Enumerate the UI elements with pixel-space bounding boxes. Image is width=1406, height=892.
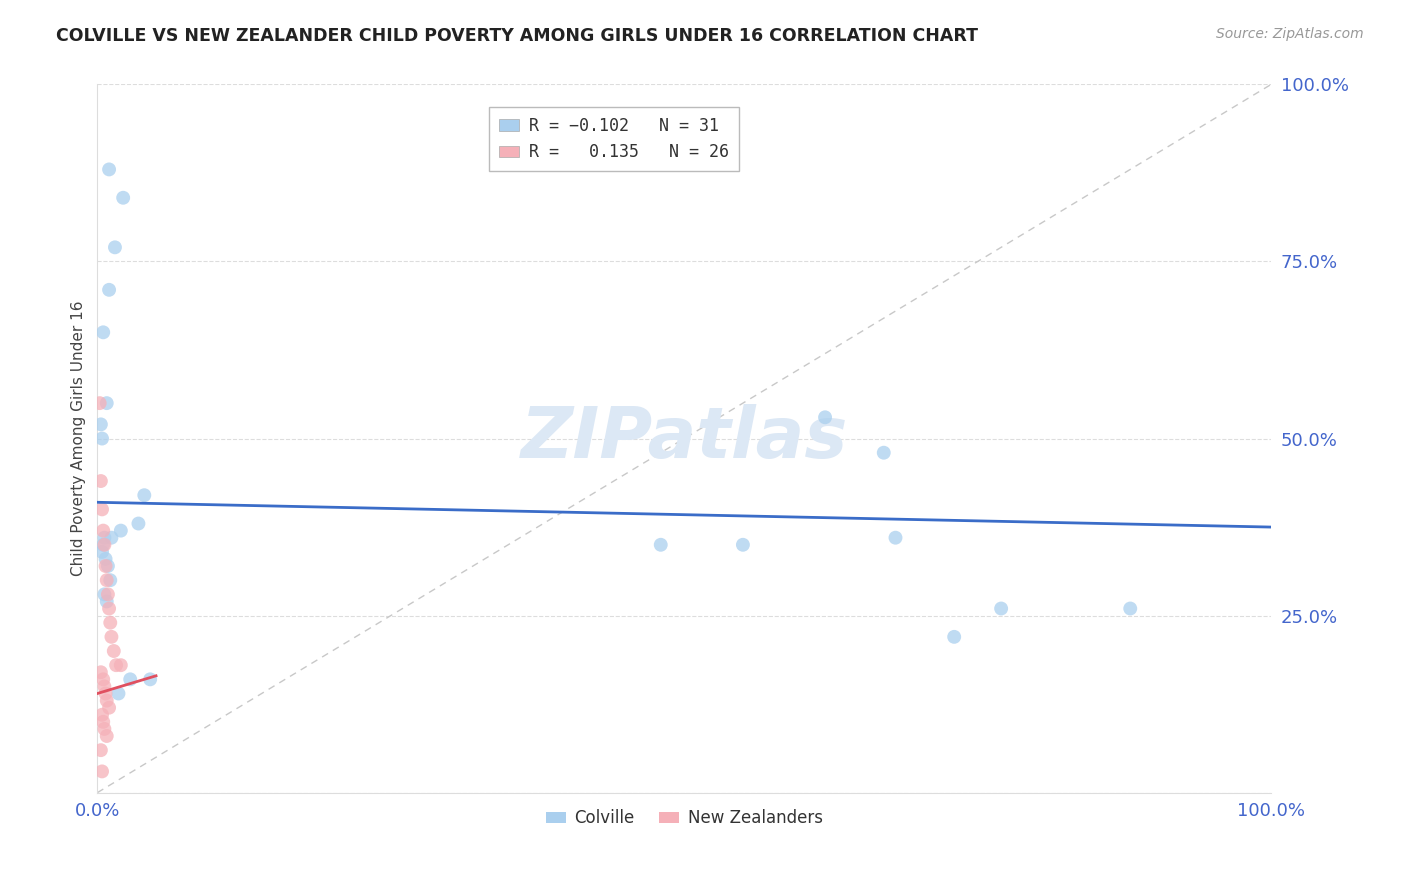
Point bbox=[94, 559, 117, 574]
Point bbox=[91, 432, 114, 446]
Point bbox=[110, 658, 132, 673]
Point bbox=[93, 587, 115, 601]
Point bbox=[89, 396, 111, 410]
Point bbox=[104, 240, 127, 254]
Point bbox=[97, 559, 120, 574]
Point bbox=[107, 686, 129, 700]
Point bbox=[90, 743, 112, 757]
Point bbox=[96, 729, 118, 743]
Text: COLVILLE VS NEW ZEALANDER CHILD POVERTY AMONG GIRLS UNDER 16 CORRELATION CHART: COLVILLE VS NEW ZEALANDER CHILD POVERTY … bbox=[56, 27, 979, 45]
Point bbox=[90, 474, 112, 488]
Point bbox=[96, 693, 118, 707]
Point bbox=[94, 552, 117, 566]
Point bbox=[93, 538, 115, 552]
Point bbox=[105, 658, 128, 673]
Point bbox=[731, 538, 754, 552]
Point bbox=[100, 531, 122, 545]
Point bbox=[112, 191, 135, 205]
Point bbox=[127, 516, 149, 531]
Point bbox=[90, 417, 112, 432]
Point bbox=[93, 680, 115, 694]
Point bbox=[96, 396, 118, 410]
Point bbox=[98, 162, 121, 177]
Point bbox=[139, 673, 162, 687]
Point bbox=[1119, 601, 1142, 615]
Point bbox=[91, 538, 114, 552]
Point bbox=[103, 644, 125, 658]
Point bbox=[97, 587, 120, 601]
Point bbox=[110, 524, 132, 538]
Point bbox=[650, 538, 672, 552]
Point bbox=[91, 326, 114, 340]
Point bbox=[98, 700, 121, 714]
Point bbox=[120, 673, 142, 687]
Text: Source: ZipAtlas.com: Source: ZipAtlas.com bbox=[1216, 27, 1364, 41]
Point bbox=[814, 410, 837, 425]
Point bbox=[91, 673, 114, 687]
Point bbox=[91, 764, 114, 779]
Point bbox=[943, 630, 966, 644]
Point bbox=[91, 707, 114, 722]
Point bbox=[98, 601, 121, 615]
Point bbox=[91, 524, 114, 538]
Point bbox=[93, 531, 115, 545]
Point bbox=[90, 665, 112, 680]
Point bbox=[96, 594, 118, 608]
Point bbox=[94, 686, 117, 700]
Point bbox=[990, 601, 1012, 615]
Text: ZIPatlas: ZIPatlas bbox=[520, 404, 848, 473]
Point bbox=[98, 615, 121, 630]
Legend: Colville, New Zealanders: Colville, New Zealanders bbox=[538, 803, 830, 834]
Point bbox=[873, 446, 896, 460]
Point bbox=[98, 573, 121, 587]
Point bbox=[91, 502, 114, 516]
Point bbox=[884, 531, 907, 545]
Point bbox=[98, 283, 121, 297]
Point bbox=[91, 714, 114, 729]
Point bbox=[96, 573, 118, 587]
Point bbox=[134, 488, 156, 502]
Y-axis label: Child Poverty Among Girls Under 16: Child Poverty Among Girls Under 16 bbox=[72, 301, 86, 576]
Point bbox=[93, 722, 115, 736]
Point bbox=[91, 545, 114, 559]
Point bbox=[100, 630, 122, 644]
